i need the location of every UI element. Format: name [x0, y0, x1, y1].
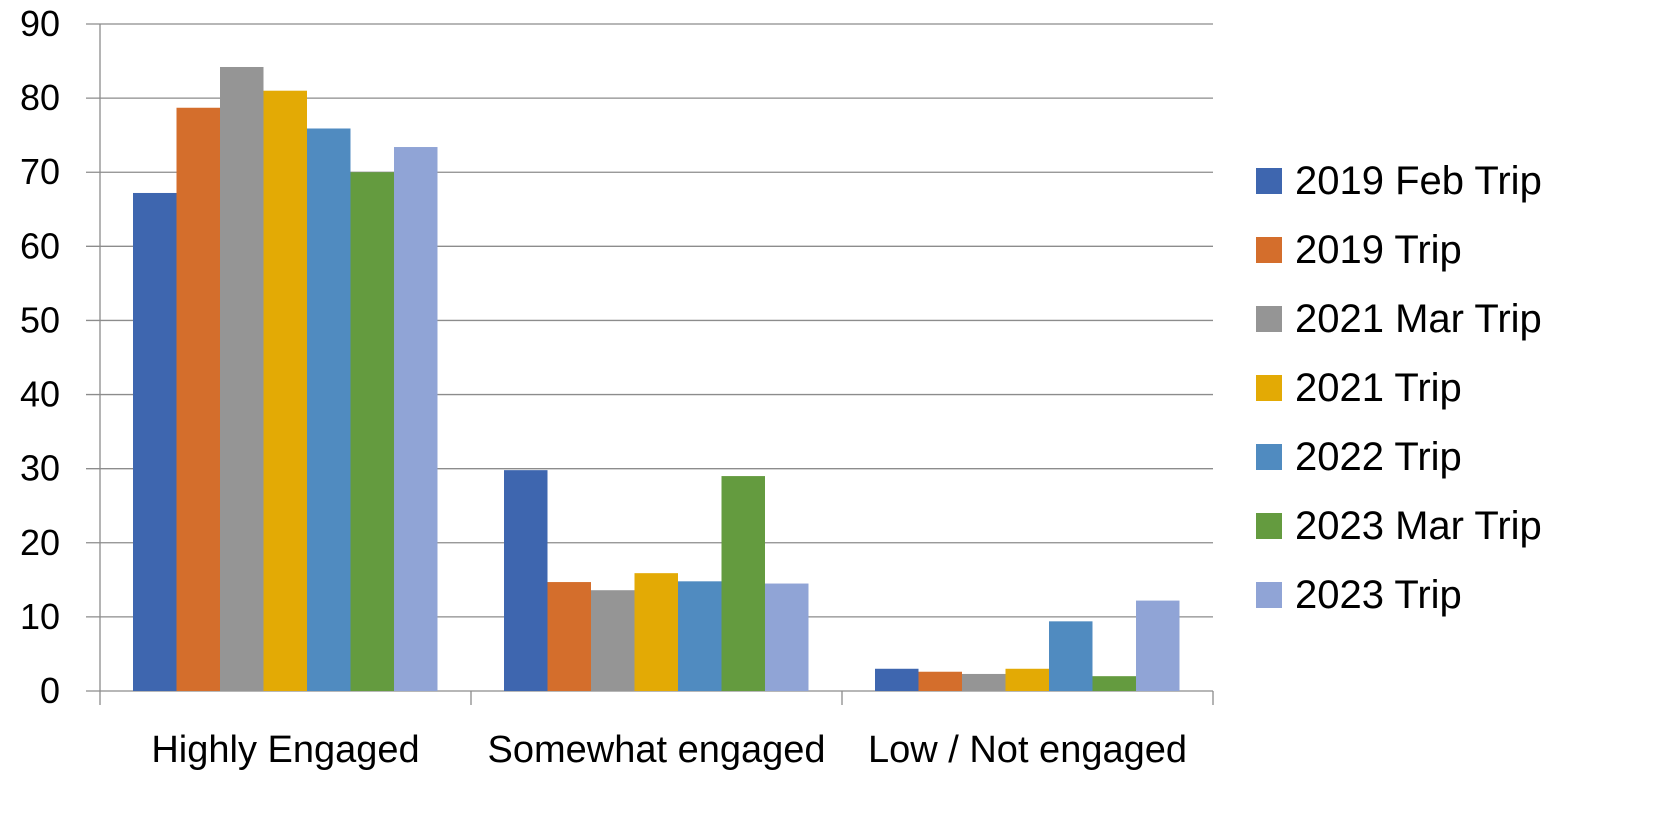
- legend-label: 2022 Trip: [1295, 435, 1462, 479]
- legend-swatch: [1256, 306, 1282, 332]
- legend-swatch: [1256, 375, 1282, 401]
- legend-label: 2023 Mar Trip: [1295, 504, 1542, 548]
- y-tick-label: 60: [20, 225, 60, 266]
- y-tick-label: 50: [20, 299, 60, 340]
- y-tick-label: 10: [20, 596, 60, 637]
- bar-2023-trip-3: [1136, 600, 1180, 691]
- category-label: Low / Not engaged: [868, 729, 1187, 771]
- bar-2023-trip-1: [394, 147, 438, 692]
- legend-label: 2023 Trip: [1295, 573, 1462, 617]
- bar-2021-trip-1: [263, 90, 307, 691]
- bar-2023-trip-2: [765, 583, 809, 691]
- bar-2023-mar-trip-3: [1092, 676, 1136, 691]
- bar-2019-trip-1: [176, 107, 220, 692]
- bar-2021-mar-trip-3: [962, 673, 1006, 691]
- category-labels: Highly Engaged Somewhat engaged Low / Not …: [151, 729, 1187, 771]
- bar-2021-mar-trip-1: [220, 66, 264, 692]
- legend-label: 2019 Trip: [1295, 228, 1462, 272]
- legend-swatch: [1256, 513, 1282, 539]
- y-tick-label: 0: [40, 670, 60, 711]
- bar-2022-trip-3: [1049, 621, 1093, 691]
- bar-2019-feb-trip-1: [133, 192, 177, 691]
- category-label: Somewhat engaged: [487, 729, 825, 771]
- y-tick-label: 40: [20, 374, 60, 415]
- legend-swatch: [1256, 168, 1282, 194]
- legend: 2019 Feb Trip 2019 Trip 2021 Mar Trip 2021 …: [1256, 159, 1542, 617]
- y-tick-label: 80: [20, 77, 60, 118]
- y-tick-label: 90: [20, 3, 60, 44]
- category-label: Highly Engaged: [151, 729, 419, 771]
- legend-swatch: [1256, 582, 1282, 608]
- bar-2021-trip-3: [1005, 668, 1049, 691]
- legend-label: 2021 Mar Trip: [1295, 297, 1542, 341]
- bar-2019-feb-trip-2: [504, 470, 548, 691]
- legend-label: 2021 Trip: [1295, 366, 1462, 410]
- bars: [133, 66, 1180, 692]
- bar-2022-trip-2: [678, 581, 722, 691]
- bar-2021-mar-trip-2: [591, 590, 635, 691]
- y-tick-label: 20: [20, 522, 60, 563]
- legend-label: 2019 Feb Trip: [1295, 159, 1542, 203]
- legend-swatch: [1256, 237, 1282, 263]
- y-tick-label: 30: [20, 448, 60, 489]
- bar-2022-trip-1: [307, 128, 351, 691]
- y-tick-label: 70: [20, 151, 60, 192]
- y-tick-labels: 0 10 20 30 40 50 60 70 80 90: [20, 3, 60, 711]
- bar-2019-trip-2: [547, 582, 591, 691]
- legend-swatch: [1256, 444, 1282, 470]
- bar-2019-feb-trip-3: [875, 668, 919, 691]
- bar-2019-trip-3: [918, 671, 962, 691]
- bar-2023-mar-trip-1: [350, 172, 394, 691]
- bar-2023-mar-trip-2: [721, 476, 765, 691]
- bar-2021-trip-2: [634, 573, 678, 691]
